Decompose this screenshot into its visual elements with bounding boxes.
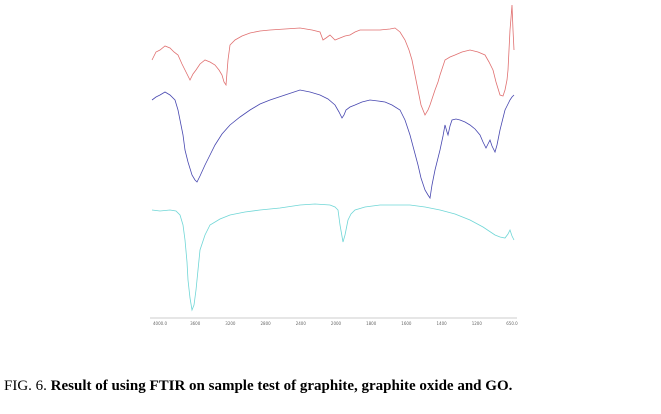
x-tick-label: 1600 — [401, 321, 412, 326]
x-tick-label: 1400 — [437, 321, 448, 326]
x-tick-label: 2000 — [331, 321, 342, 326]
caption-text: Result of using FTIR on sample test of g… — [50, 378, 513, 394]
x-tick-label: 650.0 — [506, 321, 518, 326]
ftir-figure: 4000.0 3600 3200 2800 2400 2000 1800 1600 1400 12… — [150, 4, 518, 326]
x-tick-label: 2800 — [261, 321, 272, 326]
graphite-oxide-spectrum — [151, 89, 515, 200]
x-tick-label: 1800 — [366, 321, 377, 326]
x-tick-label: 3200 — [225, 321, 236, 326]
x-tick-label: 2400 — [296, 321, 307, 326]
graphite-spectrum — [151, 4, 515, 116]
caption-label: FIG. 6. — [4, 378, 47, 394]
x-axis-labels: 4000.0 3600 3200 2800 2400 2000 1800 1600 1400 12… — [153, 321, 518, 326]
caption: FIG. 6. Result of using FTIR on sample t… — [4, 378, 512, 395]
x-tick-label: 4000.0 — [153, 321, 167, 326]
go-spectrum — [151, 203, 515, 312]
x-tick-label: 1200 — [472, 321, 483, 326]
x-tick-label: 3600 — [190, 321, 201, 326]
